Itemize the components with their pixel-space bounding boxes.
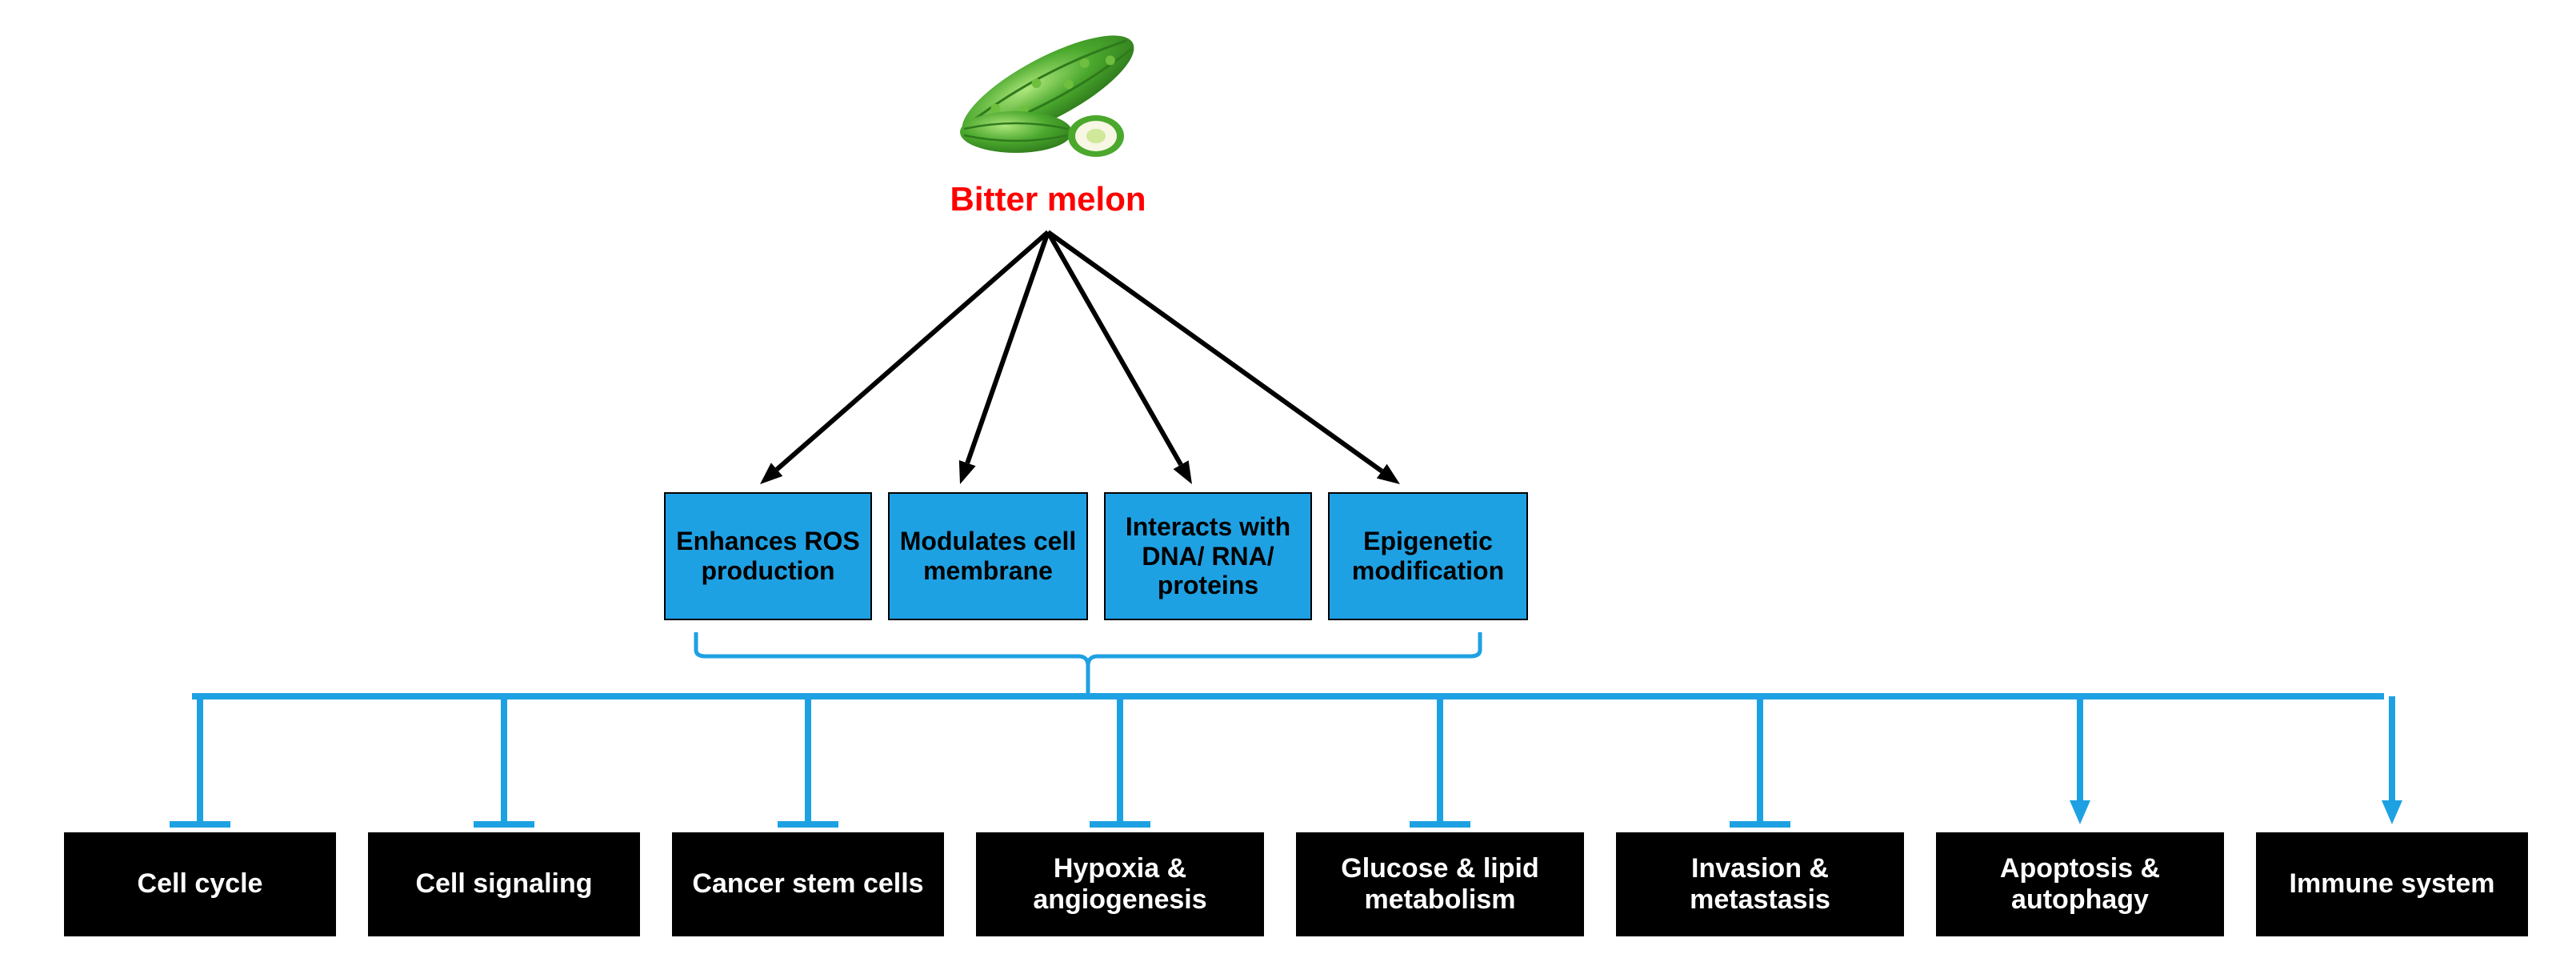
mechanism-box-label: Modulates cell membrane [894, 527, 1082, 586]
mechanism-box-label: Enhances ROS production [670, 527, 866, 586]
mechanism-row: Enhances ROS production Modulates cell me… [664, 492, 1528, 620]
effect-box-label: Cell signaling [415, 868, 592, 900]
effect-box-label: Apoptosis & autophagy [1942, 853, 2218, 916]
effect-box: Cancer stem cells [672, 832, 944, 936]
diagram-title: Bitter melon [896, 180, 1200, 218]
effect-box-label: Hypoxia & angiogenesis [982, 853, 1258, 916]
mechanism-box-label: Epigenetic modification [1334, 527, 1522, 586]
effect-box-label: Cancer stem cells [692, 868, 923, 900]
bitter-melon-icon [928, 24, 1168, 168]
diagram-canvas: Bitter melon Enhances ROS production Modu… [0, 0, 2576, 966]
effect-box: Cell signaling [368, 832, 640, 936]
mechanism-box-label: Interacts with DNA/ RNA/ proteins [1110, 512, 1306, 600]
effect-box-label: Cell cycle [138, 868, 263, 900]
effect-box-label: Invasion & metastasis [1622, 853, 1898, 916]
effect-box: Apoptosis & autophagy [1936, 832, 2224, 936]
effect-box: Immune system [2256, 832, 2528, 936]
mechanism-box: Modulates cell membrane [888, 492, 1088, 620]
effect-box-label: Immune system [2290, 868, 2495, 900]
effect-box: Cell cycle [64, 832, 336, 936]
mechanism-box: Enhances ROS production [664, 492, 872, 620]
effect-box: Glucose & lipid metabolism [1296, 832, 1584, 936]
mechanism-box: Epigenetic modification [1328, 492, 1528, 620]
effect-box: Invasion & metastasis [1616, 832, 1904, 936]
effect-box: Hypoxia & angiogenesis [976, 832, 1264, 936]
effect-row: Cell cycle Cell signaling Cancer stem cell… [64, 832, 2528, 936]
connectors-layer [0, 0, 2576, 966]
effect-box-label: Glucose & lipid metabolism [1302, 853, 1578, 916]
mechanism-box: Interacts with DNA/ RNA/ proteins [1104, 492, 1312, 620]
